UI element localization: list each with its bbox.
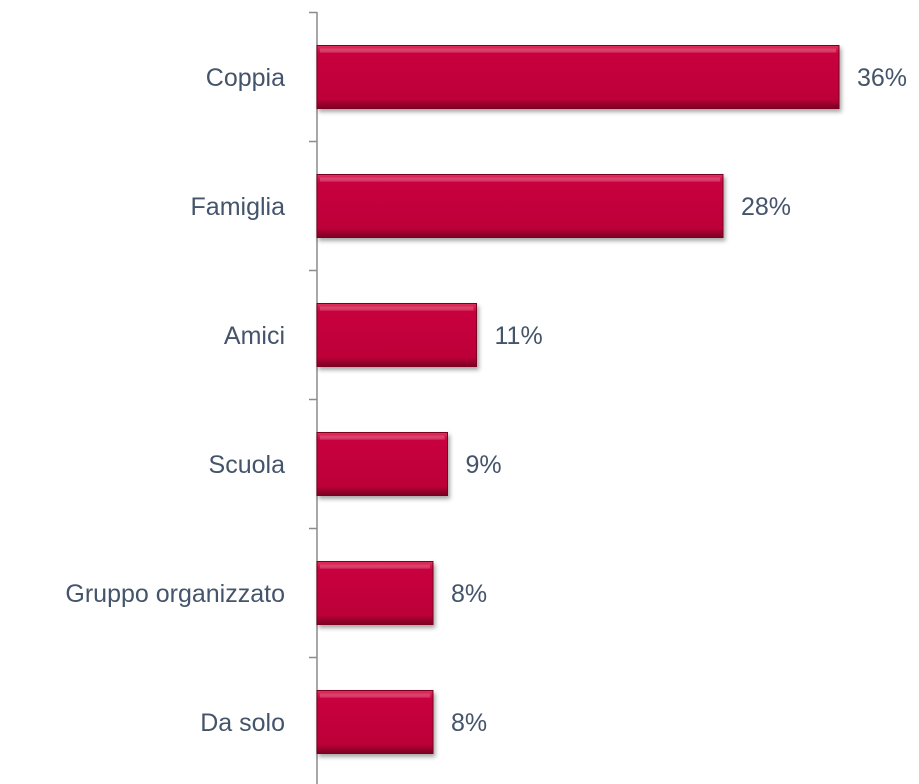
bar-highlight: [320, 693, 430, 698]
value-label: 8%: [451, 580, 487, 608]
bar-highlight: [320, 435, 445, 440]
category-label: Famiglia: [191, 193, 286, 221]
bar-highlight: [320, 564, 430, 569]
category-label: Gruppo organizzato: [65, 580, 285, 608]
value-label: 9%: [466, 451, 502, 479]
value-label: 8%: [451, 709, 487, 737]
category-label: Amici: [224, 322, 285, 350]
bar-coppia: [316, 45, 840, 109]
category-label: Da solo: [200, 709, 285, 737]
bar-amici: [316, 303, 477, 367]
bar-gruppo-organizzato: [316, 561, 434, 625]
bar-famiglia: [316, 174, 724, 238]
value-label: 11%: [495, 322, 543, 350]
bar-highlight: [320, 306, 474, 311]
category-label: Coppia: [206, 64, 285, 92]
bar-da-solo: [316, 690, 434, 754]
bar-highlight: [320, 177, 720, 182]
category-label: Scuola: [209, 451, 286, 479]
value-label: 36%: [857, 64, 907, 92]
value-label: 28%: [741, 193, 791, 221]
bar-scuola: [316, 432, 448, 496]
bar-highlight: [320, 48, 836, 53]
